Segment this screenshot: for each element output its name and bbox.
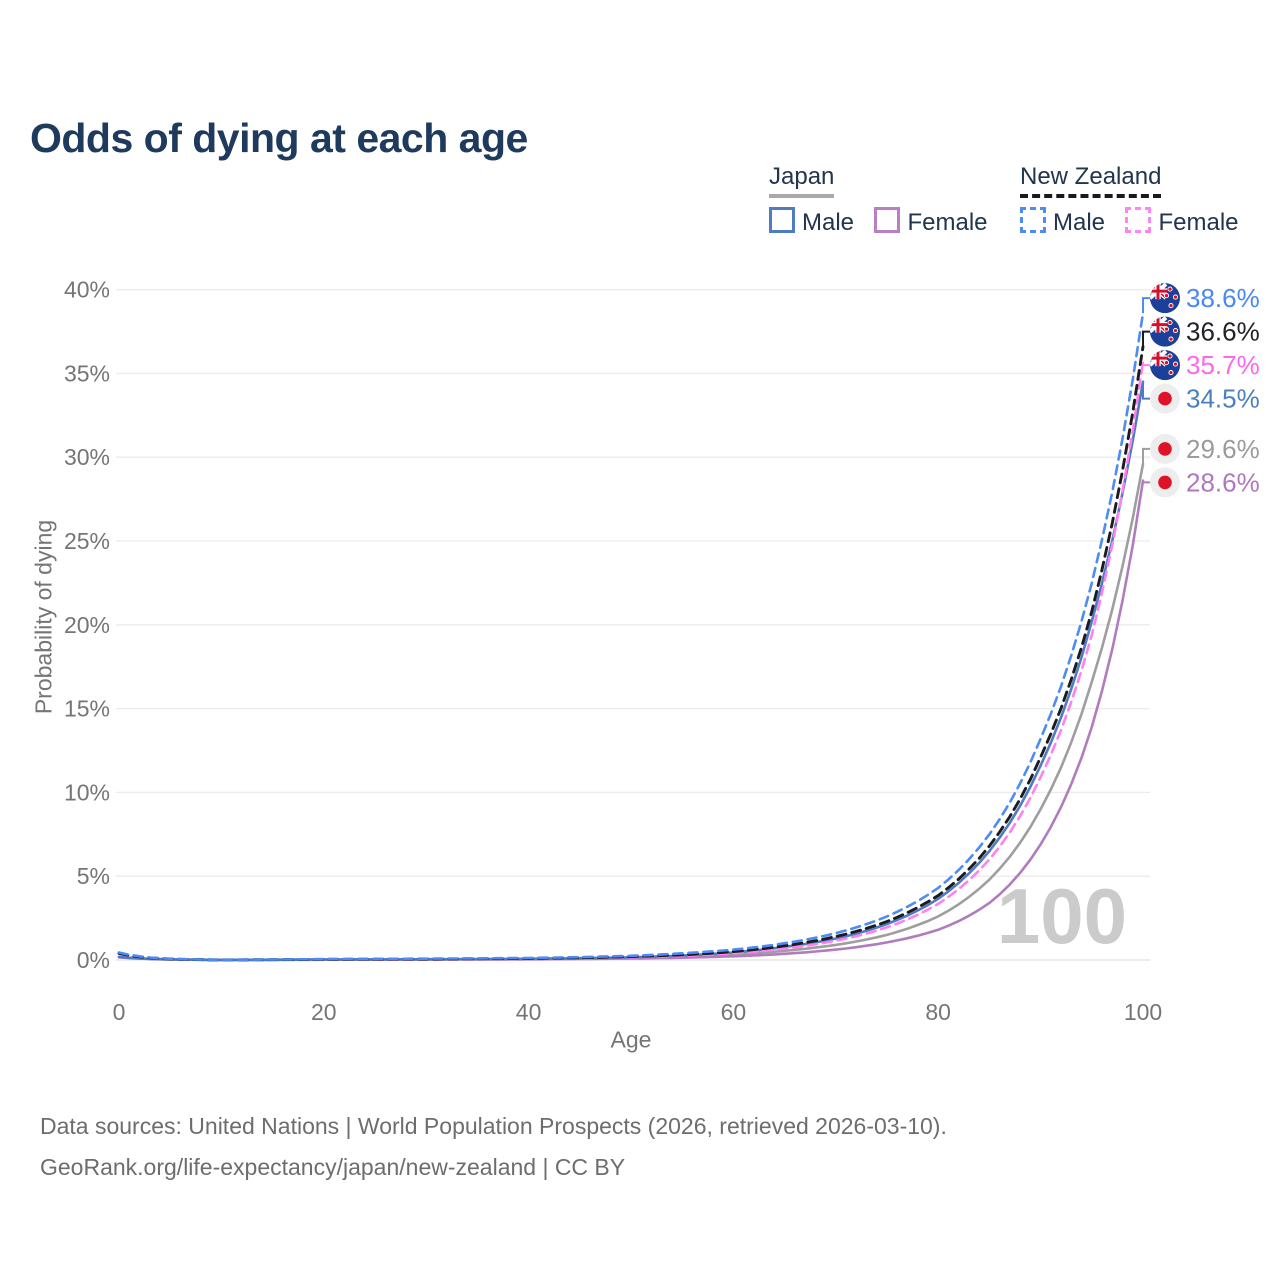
- x-tick-60: 60: [721, 999, 747, 1025]
- x-tick-100: 100: [1124, 999, 1162, 1025]
- new-zealand-flag-icon: [1150, 350, 1180, 381]
- japan-flag-sun: [1158, 475, 1172, 490]
- japan-flag-icon: [1150, 433, 1180, 464]
- y-axis-title: Probability of dying: [30, 519, 57, 715]
- y-tick-0%: 0%: [77, 947, 110, 973]
- southern-cross-star: [1163, 360, 1170, 366]
- series-line-japan-total[interactable]: [117, 462, 1145, 962]
- y-tick-35%: 35%: [64, 360, 110, 386]
- x-tick-40: 40: [516, 999, 542, 1025]
- southern-cross-star: [1163, 326, 1170, 332]
- footer-attribution: GeoRank.org/life-expectancy/japan/new-ze…: [40, 1154, 626, 1180]
- leader-line-japan-female: [1142, 480, 1150, 484]
- y-tick-15%: 15%: [64, 696, 110, 722]
- x-tick-20: 20: [311, 999, 337, 1025]
- series-line-new-zealand-female[interactable]: [117, 360, 1145, 962]
- series-line-japan-female[interactable]: [117, 479, 1145, 962]
- y-tick-25%: 25%: [64, 528, 110, 554]
- southern-cross-star: [1167, 353, 1173, 359]
- southern-cross-star: [1163, 293, 1170, 299]
- end-label-japan-female: 28.6%: [1186, 467, 1260, 497]
- nz-flag-canton: [1150, 350, 1168, 367]
- southern-cross-star: [1172, 328, 1179, 334]
- footer: Data sources: United Nations | World Pop…: [40, 1106, 947, 1188]
- new-zealand-flag-icon: [1150, 316, 1180, 347]
- x-tick-0: 0: [113, 999, 126, 1025]
- nz-flag-canton: [1150, 283, 1168, 300]
- end-label-japan-total: 29.6%: [1186, 434, 1260, 464]
- series-line-japan-male[interactable]: [117, 380, 1145, 962]
- leader-line-new-zealand-male: [1142, 297, 1150, 314]
- y-tick-30%: 30%: [64, 444, 110, 470]
- leader-line-japan-male: [1142, 381, 1150, 400]
- new-zealand-flag-icon: [1150, 283, 1180, 314]
- leader-line-new-zealand-total: [1142, 330, 1150, 347]
- leader-line-japan-total: [1142, 447, 1150, 464]
- x-axis-title: Age: [610, 1026, 652, 1053]
- y-tick-40%: 40%: [64, 277, 110, 303]
- southern-cross-star: [1168, 370, 1174, 376]
- japan-flag-sun: [1158, 391, 1172, 406]
- y-tick-5%: 5%: [77, 863, 110, 889]
- page-title: Odds of dying at each age: [30, 115, 528, 162]
- southern-cross-star: [1172, 294, 1179, 300]
- footer-data-sources: Data sources: United Nations | World Pop…: [40, 1113, 947, 1139]
- watermark-age-100: 100: [997, 872, 1127, 960]
- end-label-new-zealand-male: 38.6%: [1186, 283, 1260, 313]
- southern-cross-star: [1168, 336, 1174, 342]
- x-tick-80: 80: [925, 999, 951, 1025]
- end-label-japan-male: 34.5%: [1186, 384, 1260, 414]
- end-label-new-zealand-female: 35.7%: [1186, 350, 1260, 380]
- y-tick-20%: 20%: [64, 612, 110, 638]
- southern-cross-star: [1168, 303, 1174, 309]
- southern-cross-star: [1167, 286, 1173, 292]
- southern-cross-star: [1172, 361, 1179, 367]
- end-label-new-zealand-total: 36.6%: [1186, 317, 1260, 347]
- series-line-new-zealand-total[interactable]: [117, 345, 1145, 962]
- leader-line-new-zealand-female: [1142, 361, 1150, 367]
- japan-flag-sun: [1158, 442, 1172, 456]
- y-tick-10%: 10%: [64, 779, 110, 805]
- nz-flag-canton: [1150, 316, 1168, 334]
- gridlines: [116, 288, 1150, 961]
- japan-flag-icon: [1150, 383, 1180, 414]
- japan-flag-icon: [1150, 467, 1180, 498]
- southern-cross-star: [1167, 320, 1173, 326]
- series-line-new-zealand-male[interactable]: [117, 311, 1145, 962]
